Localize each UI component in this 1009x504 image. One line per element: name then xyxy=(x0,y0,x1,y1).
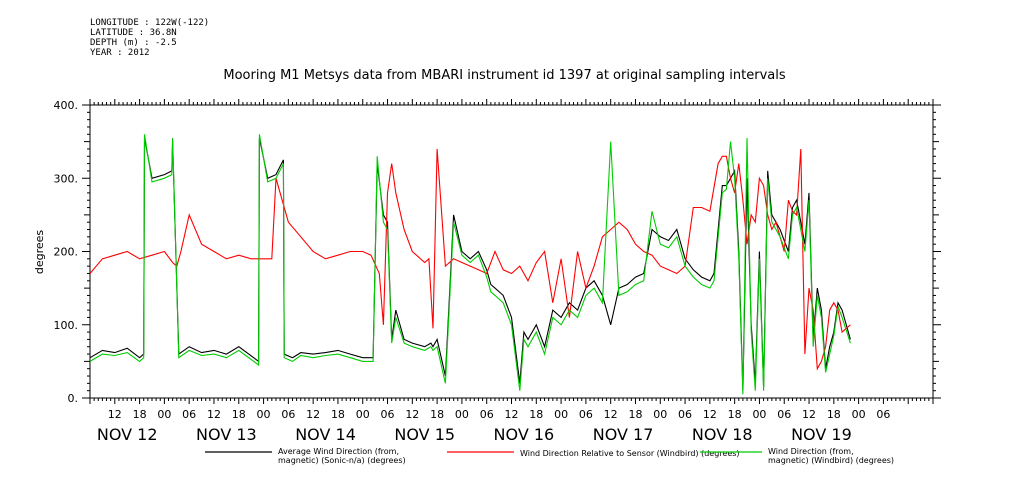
x-tick-label: 12 xyxy=(405,408,419,421)
x-tick-label: 12 xyxy=(306,408,320,421)
x-tick-label: 18 xyxy=(430,408,444,421)
x-tick-label: 12 xyxy=(207,408,221,421)
legend-label-3-line2: magnetic) (Windbird) (degrees) xyxy=(768,456,894,465)
x-day-label: NOV 13 xyxy=(196,425,257,444)
x-day-label: NOV 12 xyxy=(97,425,158,444)
x-tick-label: 00 xyxy=(554,408,568,421)
x-axis: 12 18 00 06 12 18 00 06 12 18 00 06 12 18 00 06 12 18 00 06… xyxy=(89,99,934,444)
y-tick-label: 300. xyxy=(54,172,79,185)
x-day-label: NOV 19 xyxy=(791,425,852,444)
x-tick-label: 06 xyxy=(777,408,791,421)
year-label: YEAR : 2012 xyxy=(90,48,150,58)
x-day-label: NOV 14 xyxy=(295,425,356,444)
y-axis: 0. 100. 200. 300. 400. xyxy=(54,99,941,405)
x-tick-label: 12 xyxy=(802,408,816,421)
legend-label-2: Wind Direction Relative to Sensor (Windb… xyxy=(520,449,740,458)
x-tick-label: 06 xyxy=(480,408,494,421)
x-tick-label: 00 xyxy=(257,408,271,421)
series-line-2 xyxy=(89,148,851,371)
x-tick-label: 06 xyxy=(678,408,692,421)
x-tick-label: 12 xyxy=(505,408,519,421)
y-tick-label: 200. xyxy=(54,246,79,259)
x-tick-label: 18 xyxy=(232,408,246,421)
x-tick-label: 00 xyxy=(653,408,667,421)
legend-label-1: Average Wind Direction (from, xyxy=(278,447,399,456)
x-tick-label: 18 xyxy=(331,408,345,421)
y-axis-label: degrees xyxy=(33,230,46,275)
series-line-3 xyxy=(89,134,851,395)
x-tick-label: 18 xyxy=(529,408,543,421)
latitude-label: LATITUDE : 36.8N xyxy=(90,28,177,38)
x-day-label: NOV 18 xyxy=(692,425,753,444)
y-tick-label: 0. xyxy=(68,392,79,405)
legend-label-1-line2: magnetic) (Sonic-n/a) (degrees) xyxy=(278,456,406,465)
x-tick-label: 00 xyxy=(852,408,866,421)
x-tick-label: 00 xyxy=(157,408,171,421)
x-tick-label: 06 xyxy=(182,408,196,421)
x-day-label: NOV 17 xyxy=(593,425,654,444)
x-tick-label: 18 xyxy=(133,408,147,421)
x-day-label: NOV 16 xyxy=(494,425,555,444)
x-tick-label: 06 xyxy=(876,408,890,421)
y-tick-label: 400. xyxy=(54,99,79,112)
x-tick-label: 18 xyxy=(827,408,841,421)
depth-label: DEPTH (m) : -2.5 xyxy=(90,38,177,48)
x-tick-label: 00 xyxy=(455,408,469,421)
series-line-1 xyxy=(89,137,851,391)
x-tick-label: 00 xyxy=(356,408,370,421)
x-tick-label: 00 xyxy=(752,408,766,421)
x-tick-label: 06 xyxy=(381,408,395,421)
x-tick-label: 06 xyxy=(579,408,593,421)
plot-frame xyxy=(89,104,934,399)
y-tick-label: 100. xyxy=(54,319,79,332)
x-tick-label: 12 xyxy=(108,408,122,421)
x-tick-label: 12 xyxy=(604,408,618,421)
x-tick-label: 12 xyxy=(703,408,717,421)
x-tick-label: 18 xyxy=(728,408,742,421)
longitude-label: LONGITUDE : 122W(-122) xyxy=(90,18,210,28)
x-tick-label: 06 xyxy=(281,408,295,421)
legend-label-3: Wind Direction (from, xyxy=(768,447,854,456)
chart-title: Mooring M1 Metsys data from MBARI instru… xyxy=(223,68,786,83)
x-tick-label: 18 xyxy=(628,408,642,421)
legend: Average Wind Direction (from,magnetic) (… xyxy=(205,447,894,465)
x-day-label: NOV 15 xyxy=(394,425,455,444)
series-layer xyxy=(89,134,851,395)
metadata-block: LONGITUDE : 122W(-122) LATITUDE : 36.8N … xyxy=(90,18,209,58)
